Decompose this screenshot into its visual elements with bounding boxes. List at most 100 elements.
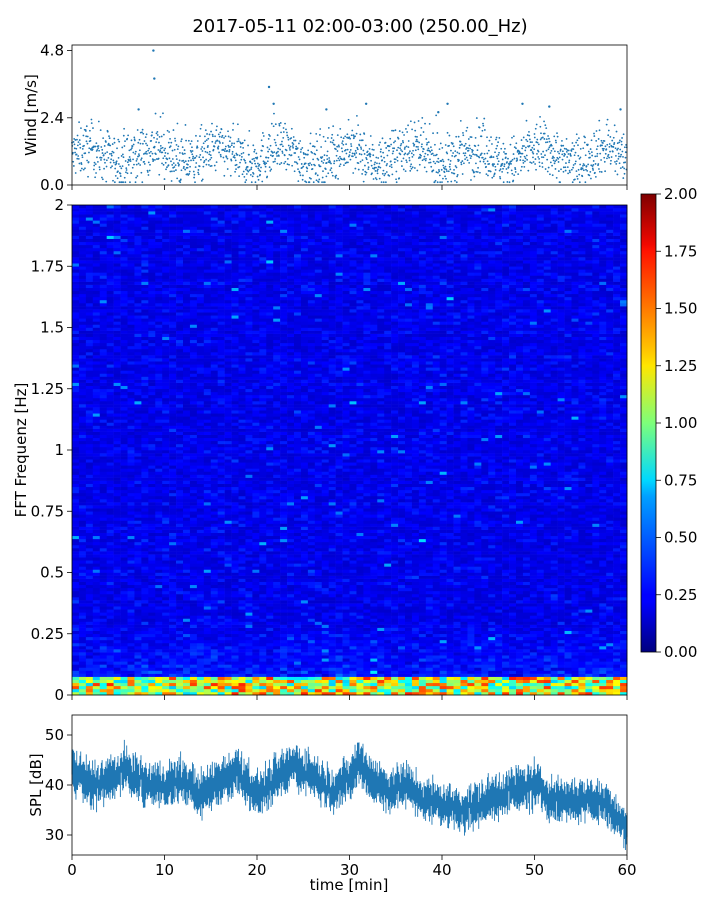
spectrogram-cell [315,667,322,670]
wind-point [122,165,124,167]
spectrogram-cell [107,573,114,576]
spectrogram-cell [245,628,252,631]
spectrogram-cell [218,625,225,628]
spectrogram-cell [405,594,412,597]
spectrogram-cell [79,637,86,640]
spectrogram-cell [134,646,141,649]
wind-point [523,145,525,147]
spectrogram-cell [128,618,135,621]
spectrogram-cell [481,588,488,591]
0-ytick-label: 0.0 [40,176,64,194]
spectrogram-cell [384,671,391,674]
wind-point [133,136,135,138]
wind-point [312,158,314,160]
wind-point [420,127,422,129]
wind-point [523,137,525,139]
spectrogram-cell [481,674,488,677]
spectrogram-cell [467,615,474,618]
spectrogram-cell [488,612,495,615]
wind-point [321,181,323,183]
spectrogram-cell [537,582,544,585]
wind-point [484,153,486,155]
wind-point [74,147,76,149]
spectrogram-cell [530,649,537,652]
spectrogram-cell [565,618,572,621]
spectrogram-cell [239,686,246,689]
spectrogram-cell [599,667,606,670]
spectrogram-cell [620,664,627,667]
spectrogram-cell [572,606,579,609]
spectrogram-cell [162,600,169,603]
wind-point [239,162,241,164]
spectrogram-cell [86,585,93,588]
spectrogram-cell [155,643,162,646]
wind-point [201,146,203,148]
wind-point [541,162,543,164]
spectrogram-cell [585,591,592,594]
spectrogram-cell [273,674,280,677]
spectrogram-cell [495,606,502,609]
spectrogram-cell [405,600,412,603]
spectrogram-cell [447,643,454,646]
spectrogram-cell [516,658,523,661]
spectrogram-cell [343,582,350,585]
wind-point [423,158,425,160]
wind-point [157,134,159,136]
spectrogram-cell [232,618,239,621]
wind-point [210,131,212,133]
spectrogram-cell [245,652,252,655]
spectrogram-cell [148,612,155,615]
spectrogram-cell [273,677,280,680]
wind-point [466,157,468,159]
spectrogram-cell [273,628,280,631]
wind-point [113,138,115,140]
wind-point [522,153,524,155]
spectrogram-cell [121,664,128,667]
wind-point [423,148,425,150]
wind-point [330,141,332,143]
spectrogram-cell [530,600,537,603]
wind-point [425,138,427,140]
wind-point [294,161,296,163]
spectrogram-cell [412,634,419,637]
wind-point [152,153,154,155]
wind-point [349,151,351,153]
spectrogram-cell [495,643,502,646]
spectrogram-cell [405,686,412,689]
wind-point [275,144,277,146]
spectrogram-cell [211,622,218,625]
wind-point [242,173,244,175]
wind-point [619,139,621,141]
spectrogram-cell [523,686,530,689]
spectrogram-cell [322,615,329,618]
spectrogram-cell [530,625,537,628]
wind-point [436,161,438,163]
spectrogram-cell [377,686,384,689]
wind-point [74,144,76,146]
spectrogram-cell [225,588,232,591]
spectrogram-cell [488,689,495,692]
spectrogram-cell [363,609,370,612]
wind-point [208,153,210,155]
wind-point [277,151,279,153]
spectrogram-cell [72,640,79,643]
spectrogram-cell [523,658,530,661]
spectrogram-cell [461,649,468,652]
spectrogram-cell [578,594,585,597]
spectrogram-cell [93,585,100,588]
wind-point [412,166,414,168]
spectrogram-cell [578,649,585,652]
spectrogram-cell [79,573,86,576]
spectrogram-cell [516,664,523,667]
spectrogram-cell [578,609,585,612]
spectrogram-cell [183,677,190,680]
wind-point [174,149,176,151]
spectrogram-cell [384,652,391,655]
spectrogram-cell [412,612,419,615]
wind-point [458,136,460,138]
wind-point [81,168,83,170]
spectrogram-cell [329,683,336,686]
wind-point [389,165,391,167]
wind-point [190,160,192,162]
spectrogram-cell [121,615,128,618]
